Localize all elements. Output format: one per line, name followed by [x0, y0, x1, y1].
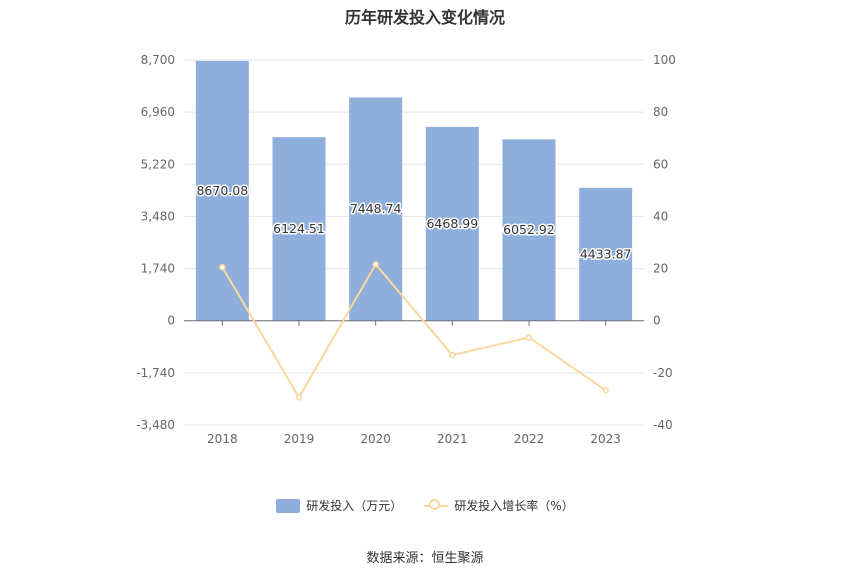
- bar-value-label: 7448.74: [350, 201, 402, 216]
- bar-value-label: 6052.92: [503, 222, 555, 237]
- x-tick-label: 2021: [437, 432, 468, 446]
- y-left-tick-label: 3,480: [141, 209, 175, 223]
- bar: [579, 187, 633, 321]
- legend-line-swatch: [424, 498, 449, 513]
- y-left-tick-label: -1,740: [136, 366, 175, 380]
- legend-bar-label: 研发投入（万元）: [306, 499, 403, 513]
- legend-line-label: 研发投入增长率（%）: [454, 499, 574, 513]
- y-right-tick-label: -40: [653, 418, 673, 432]
- y-right-tick-label: 80: [653, 105, 668, 119]
- legend-item-bar[interactable]: 研发投入（万元）: [276, 497, 402, 514]
- y-left-tick-label: 1,740: [141, 262, 175, 276]
- y-right-tick-label: 100: [653, 53, 676, 67]
- chart-legend: 研发投入（万元） 研发投入增长率（%）: [0, 497, 850, 514]
- bar-value-label: 6124.51: [273, 221, 325, 236]
- y-right-tick-label: 40: [653, 209, 668, 223]
- y-left-tick-label: -3,480: [136, 418, 175, 432]
- legend-item-line[interactable]: 研发投入增长率（%）: [424, 497, 574, 514]
- growth-point: [219, 264, 226, 271]
- x-tick-label: 2020: [360, 432, 391, 446]
- y-right-tick-label: 0: [653, 314, 661, 328]
- bar-value-label: 6468.99: [426, 216, 478, 231]
- bar-value-label: 8670.08: [196, 183, 248, 198]
- y-right-tick-label: 20: [653, 262, 668, 276]
- y-right-tick-label: -20: [653, 366, 673, 380]
- bar: [425, 126, 479, 321]
- growth-point: [449, 351, 456, 359]
- x-tick-label: 2023: [590, 432, 621, 446]
- bar: [502, 139, 556, 321]
- growth-point: [372, 261, 379, 268]
- x-tick-label: 2022: [514, 432, 545, 446]
- growth-point: [525, 334, 533, 341]
- y-left-tick-label: 6,960: [141, 105, 175, 119]
- legend-bar-swatch: [276, 498, 301, 513]
- chart-title: 历年研发投入变化情况: [344, 8, 505, 27]
- y-left-tick-label: 0: [167, 314, 175, 328]
- data-source-note: 数据来源：恒生聚源: [366, 551, 484, 566]
- x-tick-label: 2019: [284, 432, 315, 446]
- bar: [195, 60, 249, 321]
- y-left-tick-label: 8,700: [141, 53, 175, 67]
- growth-line: [221, 262, 607, 400]
- bar: [349, 97, 403, 321]
- bar-value-label: 4433.87: [580, 246, 632, 261]
- growth-point: [602, 387, 609, 394]
- x-tick-label: 2018: [207, 432, 238, 446]
- bar: [272, 137, 326, 321]
- y-left-tick-label: 5,220: [141, 157, 175, 171]
- growth-point: [295, 394, 303, 401]
- y-right-tick-label: 60: [653, 157, 668, 171]
